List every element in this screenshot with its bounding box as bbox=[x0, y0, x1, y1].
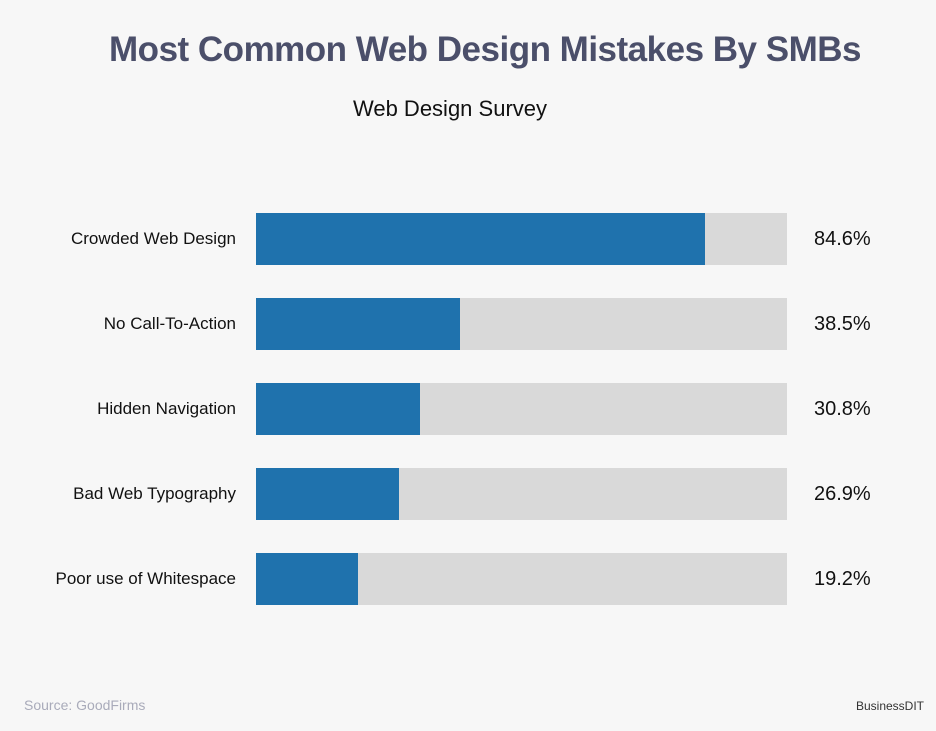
bar-track bbox=[256, 383, 787, 435]
bar-track bbox=[256, 213, 787, 265]
bar bbox=[256, 553, 358, 605]
bar-track bbox=[256, 298, 787, 350]
bar bbox=[256, 298, 461, 350]
source-note: Source: GoodFirms bbox=[24, 697, 146, 713]
bar bbox=[256, 213, 706, 265]
bar-row: Hidden Navigation 30.8% bbox=[0, 383, 936, 435]
category-label: No Call-To-Action bbox=[103, 314, 236, 333]
bar-row: Poor use of Whitespace 19.2% bbox=[0, 553, 936, 605]
category-label: Hidden Navigation bbox=[97, 399, 236, 418]
chart-subtitle: Web Design Survey bbox=[352, 96, 547, 121]
category-label: Bad Web Typography bbox=[73, 484, 236, 503]
bar-track bbox=[256, 553, 787, 605]
chart-title: Most Common Web Design Mistakes By SMBs bbox=[109, 30, 861, 69]
value-label: 19.2% bbox=[814, 568, 871, 590]
value-label: 26.9% bbox=[814, 483, 871, 505]
bar bbox=[256, 383, 420, 435]
bar-row: No Call-To-Action 38.5% bbox=[0, 298, 936, 350]
bar-row: Bad Web Typography 26.9% bbox=[0, 468, 936, 520]
category-label: Poor use of Whitespace bbox=[55, 569, 236, 588]
brand-logo: BusinessDIT bbox=[855, 699, 924, 713]
bar bbox=[256, 468, 399, 520]
category-label: Crowded Web Design bbox=[70, 229, 236, 248]
value-label: 84.6% bbox=[814, 228, 871, 250]
bar-track bbox=[256, 468, 787, 520]
value-label: 38.5% bbox=[814, 313, 871, 335]
value-label: 30.8% bbox=[814, 398, 871, 420]
bar-row: Crowded Web Design 84.6% bbox=[0, 213, 936, 265]
